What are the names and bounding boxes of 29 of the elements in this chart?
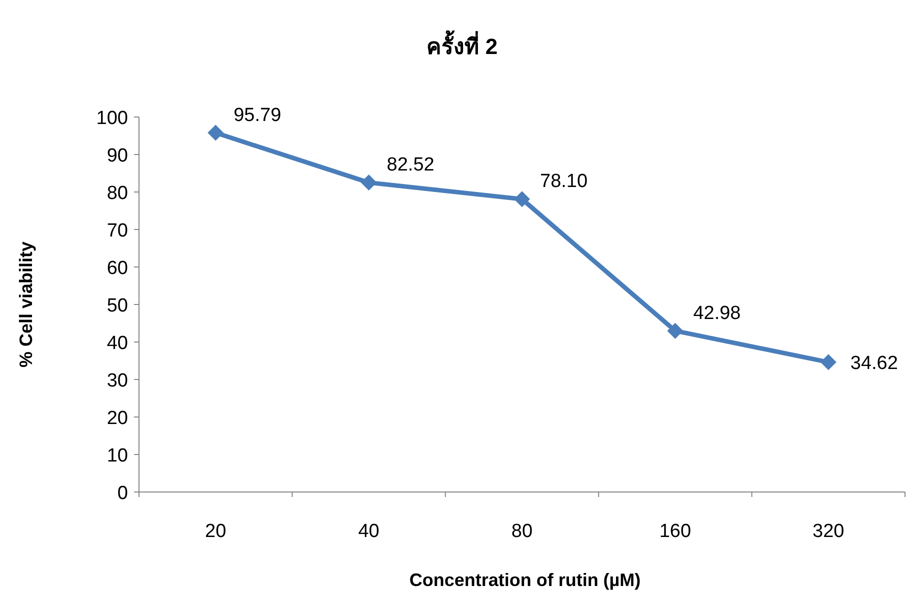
y-tick-label: 10 xyxy=(106,446,128,466)
x-axis-title: Concentration of rutin (µM) xyxy=(409,570,641,590)
data-label: 42.98 xyxy=(693,302,741,324)
x-tick-label: 20 xyxy=(205,521,226,542)
point xyxy=(514,191,530,208)
y-tick-label: 30 xyxy=(106,370,128,392)
y-tick-label: 50 xyxy=(106,296,128,316)
data-label: 95.79 xyxy=(234,104,282,126)
y-tick-label: 20 xyxy=(106,408,128,429)
x-tick-label: 80 xyxy=(511,521,533,542)
y-tick-label: 80 xyxy=(106,183,128,204)
y-tick-label: 90 xyxy=(106,146,128,166)
point xyxy=(208,124,224,141)
y-tick-label: 70 xyxy=(106,220,128,242)
data-label: 82.52 xyxy=(386,154,434,176)
point xyxy=(667,322,684,339)
y-axis-title: % Cell viability xyxy=(16,241,36,368)
point xyxy=(820,354,836,370)
y-tick-label: 0 xyxy=(117,483,128,504)
y-tick-label: 100 xyxy=(96,108,128,129)
y-tick-label: 60 xyxy=(106,258,128,279)
y-tick-label: 40 xyxy=(106,333,128,354)
chart-title: ครั้งที่ 2 xyxy=(426,30,498,59)
data-label: 78.10 xyxy=(540,171,588,192)
x-tick-label: 320 xyxy=(812,521,844,542)
data-label: 34.62 xyxy=(850,353,898,374)
x-tick-label: 160 xyxy=(659,521,692,542)
point xyxy=(360,174,377,191)
x-tick-label: 40 xyxy=(358,521,380,542)
